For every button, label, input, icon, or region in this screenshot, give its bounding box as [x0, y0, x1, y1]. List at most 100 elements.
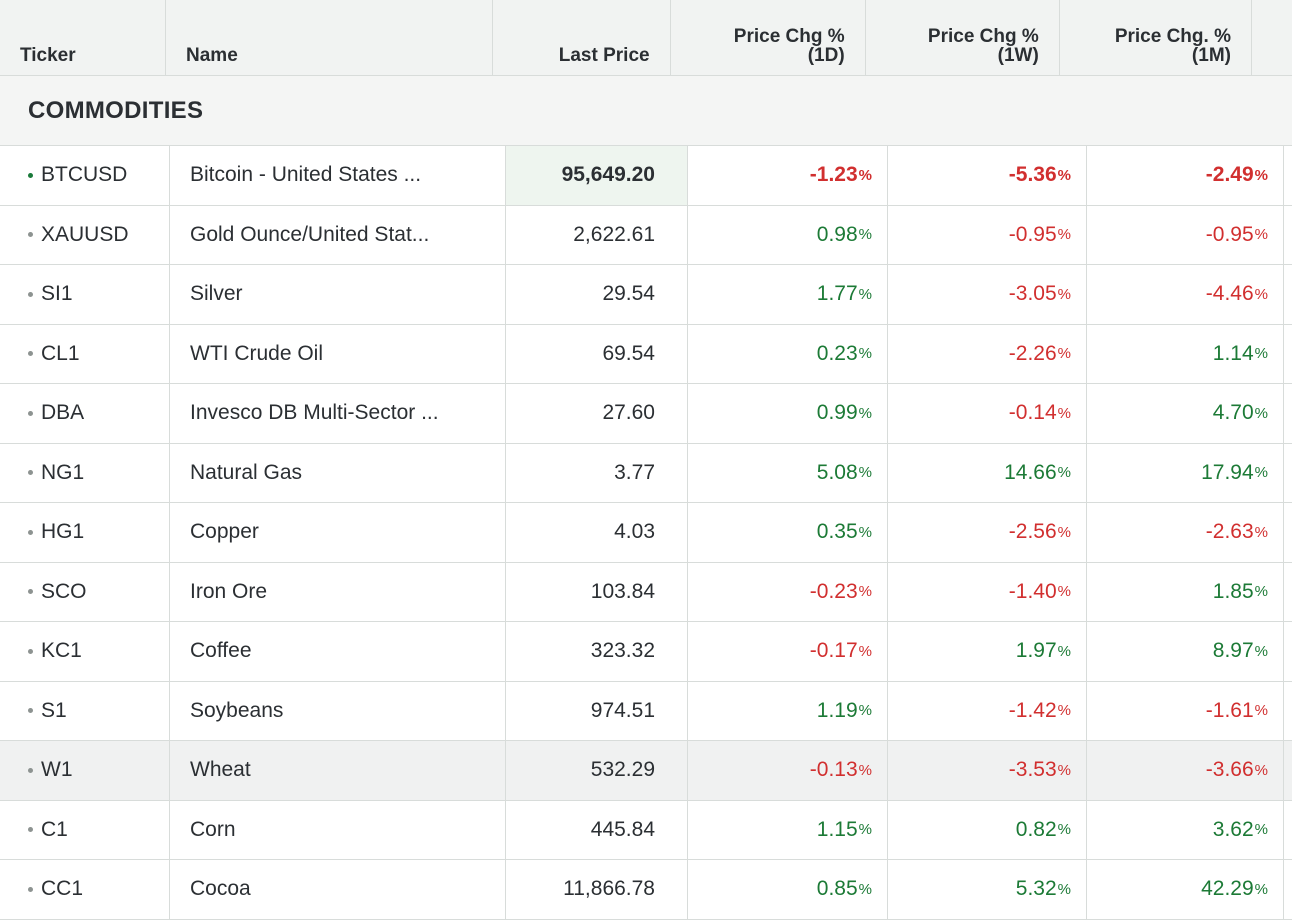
- column-header-chg-1m[interactable]: Price Chg. % (1M): [1060, 0, 1252, 75]
- chg-1d-cell: 0.23%: [688, 324, 888, 383]
- instrument-name: Silver: [190, 282, 243, 306]
- chg-1m-value: 4.70: [1212, 401, 1254, 425]
- chg-1w-cell: -0.14%: [888, 384, 1087, 443]
- ticker-cell[interactable]: BTCUSD: [0, 146, 170, 205]
- ticker-cell[interactable]: XAUUSD: [0, 205, 170, 264]
- instrument-name: Natural Gas: [190, 460, 303, 484]
- name-cell[interactable]: WTI Crude Oil: [170, 324, 506, 383]
- name-cell[interactable]: Silver: [170, 265, 506, 324]
- ticker-cell[interactable]: C1: [0, 800, 170, 859]
- chg-1m-header-line1: Price Chg. %: [1114, 26, 1231, 47]
- row-overflow: [1284, 682, 1292, 741]
- table-row[interactable]: XAUUSD Gold Ounce/United Stat... 2,622.61 0…: [0, 205, 1292, 265]
- last-price-value: 4.03: [614, 520, 655, 544]
- status-dot-icon: [28, 827, 33, 833]
- chg-1d-value: 1.19: [816, 698, 858, 722]
- status-dot-icon: [28, 529, 33, 535]
- name-cell[interactable]: Invesco DB Multi-Sector ...: [170, 384, 506, 443]
- chg-1d-value: 5.08: [816, 460, 858, 484]
- percent-sign: %: [1057, 404, 1071, 422]
- ticker-cell[interactable]: SCO: [0, 562, 170, 621]
- ticker-cell[interactable]: CL1: [0, 324, 170, 383]
- chg-1d-value: 0.99: [816, 401, 858, 425]
- name-cell[interactable]: Iron Ore: [170, 562, 506, 621]
- last-price-value: 11,866.78: [563, 877, 655, 901]
- table-row[interactable]: C1 Corn 445.84 1.15% 0.82% 3.62%: [0, 800, 1292, 860]
- table-row[interactable]: W1 Wheat 532.29 -0.13% -3.53% -3.66%: [0, 741, 1292, 801]
- name-cell[interactable]: Gold Ounce/United Stat...: [170, 205, 506, 264]
- percent-sign: %: [1254, 821, 1268, 839]
- table-row[interactable]: NG1 Natural Gas 3.77 5.08% 14.66% 17.94%: [0, 443, 1292, 503]
- chg-1w-value: -2.56: [1008, 520, 1057, 544]
- percent-sign: %: [1057, 285, 1071, 303]
- instrument-name: Wheat: [190, 758, 251, 782]
- ticker-cell[interactable]: CC1: [0, 860, 170, 919]
- chg-1w-cell: 14.66%: [888, 443, 1087, 502]
- chg-1d-cell: 1.77%: [688, 265, 888, 324]
- chg-1w-cell: -3.53%: [888, 741, 1087, 800]
- chg-1d-value: -0.23: [809, 579, 858, 603]
- ticker-cell[interactable]: HG1: [0, 503, 170, 562]
- percent-sign: %: [1254, 404, 1268, 422]
- percent-sign: %: [1254, 702, 1268, 720]
- last-price-value: 95,649.20: [561, 163, 655, 187]
- ticker-cell[interactable]: DBA: [0, 384, 170, 443]
- chg-1d-cell: 1.19%: [688, 681, 888, 740]
- percent-sign: %: [1057, 226, 1071, 244]
- ticker-symbol: W1: [41, 758, 73, 782]
- last-price-cell: 11,866.78: [506, 860, 688, 919]
- name-cell[interactable]: Cocoa: [170, 860, 506, 919]
- status-dot-icon: [28, 351, 33, 357]
- column-header-name[interactable]: Name: [166, 0, 493, 75]
- row-overflow: [1284, 206, 1292, 265]
- name-cell[interactable]: Coffee: [170, 622, 506, 681]
- table-row[interactable]: DBA Invesco DB Multi-Sector ... 27.60 0.99%…: [0, 384, 1292, 444]
- status-dot-icon: [28, 232, 33, 238]
- ticker-cell[interactable]: KC1: [0, 622, 170, 681]
- row-overflow: [1284, 265, 1292, 324]
- column-header-last-price[interactable]: Last Price: [493, 0, 671, 75]
- status-dot-icon: [28, 708, 33, 714]
- last-price-cell: 3.77: [506, 443, 688, 502]
- table-row[interactable]: KC1 Coffee 323.32 -0.17% 1.97% 8.97%: [0, 622, 1292, 682]
- table-row[interactable]: SCO Iron Ore 103.84 -0.23% -1.40% 1.85%: [0, 562, 1292, 622]
- table-row[interactable]: S1 Soybeans 974.51 1.19% -1.42% -1.61%: [0, 681, 1292, 741]
- last-price-value: 323.32: [590, 639, 655, 663]
- chg-1m-value: 3.62: [1212, 817, 1254, 841]
- column-header-ticker[interactable]: Ticker: [0, 0, 167, 75]
- name-cell[interactable]: Copper: [170, 503, 506, 562]
- chg-1d-cell: 0.35%: [688, 503, 888, 562]
- section-header-commodities: COMMODITIES: [0, 76, 1292, 146]
- column-header-chg-1w[interactable]: Price Chg % (1W): [866, 0, 1060, 75]
- column-header-chg-1d[interactable]: Price Chg % (1D): [671, 0, 866, 75]
- chg-1w-header-line1: Price Chg %: [927, 26, 1039, 47]
- name-cell[interactable]: Bitcoin - United States ...: [170, 146, 506, 205]
- percent-sign: %: [1057, 583, 1071, 601]
- ticker-symbol: KC1: [41, 639, 82, 663]
- instrument-name: Cocoa: [190, 877, 251, 901]
- chg-1m-value: -2.49: [1205, 163, 1254, 187]
- table-row[interactable]: CC1 Cocoa 11,866.78 0.85% 5.32% 42.29%: [0, 860, 1292, 920]
- name-cell[interactable]: Corn: [170, 800, 506, 859]
- ticker-cell[interactable]: SI1: [0, 265, 170, 324]
- chg-1d-value: 1.77: [816, 282, 858, 306]
- instrument-name: Corn: [190, 817, 236, 841]
- table-row[interactable]: CL1 WTI Crude Oil 69.54 0.23% -2.26% 1.14%: [0, 324, 1292, 384]
- percent-sign: %: [1254, 464, 1268, 482]
- chg-1w-cell: -3.05%: [888, 265, 1087, 324]
- chg-1w-value: 1.97: [1015, 639, 1057, 663]
- ticker-cell[interactable]: W1: [0, 741, 170, 800]
- name-cell[interactable]: Soybeans: [170, 681, 506, 740]
- section-title: COMMODITIES: [28, 96, 204, 124]
- ticker-cell[interactable]: S1: [0, 681, 170, 740]
- percent-sign: %: [1254, 583, 1268, 601]
- name-cell[interactable]: Natural Gas: [170, 443, 506, 502]
- chg-1w-value: 5.32: [1015, 877, 1057, 901]
- table-row[interactable]: HG1 Copper 4.03 0.35% -2.56% -2.63%: [0, 503, 1292, 563]
- chg-1d-value: 0.23: [816, 341, 858, 365]
- ticker-cell[interactable]: NG1: [0, 443, 170, 502]
- table-row[interactable]: BTCUSD Bitcoin - United States ... 95,649.…: [0, 146, 1292, 206]
- instrument-name: Soybeans: [190, 698, 284, 722]
- table-row[interactable]: SI1 Silver 29.54 1.77% -3.05% -4.46%: [0, 265, 1292, 325]
- name-cell[interactable]: Wheat: [170, 741, 506, 800]
